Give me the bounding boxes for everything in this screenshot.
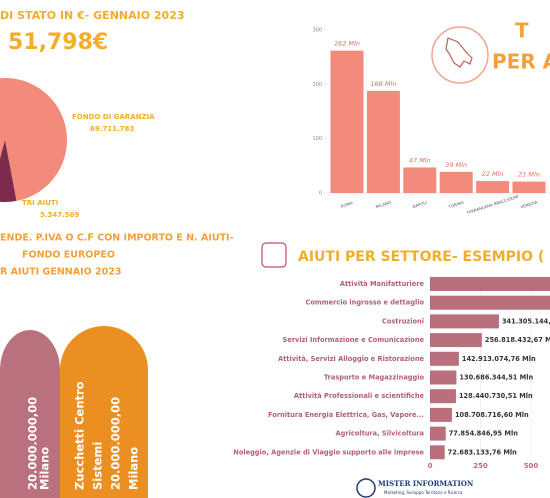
pie-slice: [0, 78, 67, 201]
y-tick-label: 100: [312, 136, 322, 142]
y-tick-label: Noleggio, Agenzie di Viaggio supporto al…: [233, 448, 424, 456]
italy-icon: [431, 26, 489, 84]
bar: [430, 407, 452, 422]
bar: [430, 370, 457, 385]
y-tick-label: 0: [319, 191, 322, 197]
pie-label: TRI AIUTI: [22, 199, 58, 207]
y-tick-label: Agricoltura, Silvicoltura: [336, 430, 424, 438]
bar-value-label: 142.913.074,76 Mln: [462, 355, 536, 363]
x-tick-label: MILANO: [375, 200, 392, 210]
bar: [430, 389, 456, 404]
bar: [330, 50, 364, 193]
bar-title: T: [515, 19, 529, 43]
y-tick-label: Costruzioni: [382, 317, 424, 325]
bar-value-label: 188 Mln: [370, 80, 396, 88]
y-tick-label: 300: [312, 28, 322, 34]
hbar-title: AIUTI PER SETTORE- ESEMPIO (: [298, 249, 544, 265]
x-tick-label: ROMA: [340, 200, 353, 209]
card-text: Zucchetti Centro: [73, 381, 87, 490]
bar: [430, 426, 446, 441]
card-shape: [0, 330, 60, 498]
card-text: 20.000.000,00: [109, 397, 123, 490]
pie-label: FONDO DI GARANZIA: [72, 113, 155, 121]
bar-title: PER A: [492, 50, 550, 74]
pie-slice: [0, 140, 17, 202]
bar: [366, 90, 400, 193]
bar: [430, 295, 550, 310]
pie-title: DI STATO IN €- GENNAIO 2023: [0, 9, 185, 22]
card-text: Milano: [38, 447, 52, 490]
pie-total: 51,798€: [8, 30, 108, 55]
bar-value-label: 39 Mln: [445, 161, 467, 169]
card-text: Milano: [127, 447, 141, 490]
y-tick-label: Trasporto e Magazzinaggio: [324, 374, 425, 382]
sector-icon: [261, 242, 287, 268]
bar-value-label: 72.683.133,76 Mln: [448, 448, 518, 456]
bar-value-label: 47 Mln: [409, 156, 431, 164]
card-shape: [60, 326, 148, 498]
y-tick-label: Commercio ingrosso e dettaglio: [306, 299, 425, 307]
x-tick-label: 250: [473, 462, 488, 470]
bar-value-label: 256.818.432,67 Mln: [485, 336, 550, 344]
x-tick-label: TORINO: [447, 200, 464, 210]
pie-value-label: 69.711.783: [90, 125, 134, 133]
bar: [430, 445, 445, 460]
pie-value-label: 5.347.569: [40, 211, 80, 219]
x-tick-label: 500: [524, 462, 539, 470]
y-tick-label: Attività Professionali e scientifiche: [294, 392, 425, 400]
bar: [476, 181, 510, 193]
bar-value-label: 262 Mln: [334, 40, 360, 48]
bar-value-label: 128.440.730,51 Mln: [459, 392, 533, 400]
footer-brand: MISTER INFORMATION: [378, 479, 474, 488]
bar: [430, 351, 459, 366]
bar-value-label: 22 Mln: [482, 170, 504, 178]
y-tick-label: Fornitura Energia Elettrica, Gas, Vapore…: [268, 411, 424, 419]
bar: [439, 171, 473, 193]
intro-text: ENDE. P.IVA O C.F CON IMPORTO E N. AIUTI…: [0, 233, 234, 244]
bar-value-label: 130.686.344,51 Mln: [459, 374, 533, 382]
y-tick-label: Attività Manifatturiere: [340, 280, 425, 288]
bar-value-label: 341.305.144,38: [502, 317, 550, 325]
card-text: 20.000.000,00: [26, 397, 40, 490]
footer-logo: [356, 478, 376, 498]
bar-value-label: 77.854.846,95 Mln: [449, 430, 519, 438]
bar: [430, 314, 499, 329]
x-tick-label: NAPOLI: [412, 200, 428, 209]
bar-value-label: 108.708.716,60 Mln: [455, 411, 529, 419]
footer-tagline: Marketing, Sviluppo Territorio e Ricerca: [384, 490, 463, 495]
x-tick-label: TERRANUOVA BRACCIOLINI: [465, 194, 519, 216]
intro-text: FONDO EUROPEO: [22, 250, 115, 261]
y-tick-label: Servizi Informazione e Comunicazione: [283, 336, 425, 344]
italy-shape: [445, 37, 473, 68]
bar: [403, 167, 437, 193]
x-tick-label: VENEZIA: [520, 199, 538, 209]
bar: [430, 333, 482, 348]
y-tick-label: 200: [312, 82, 322, 88]
intro-text: R AIUTI GENNAIO 2023: [0, 267, 121, 278]
x-tick-label: 0: [428, 462, 433, 470]
card-text: Sistemi: [91, 442, 105, 490]
y-tick-label: Attività, Servizi Alloggio e Ristorazion…: [278, 355, 424, 363]
bar: [512, 181, 546, 193]
bar-value-label: 21 Mln: [518, 171, 540, 179]
bar: [430, 277, 550, 291]
